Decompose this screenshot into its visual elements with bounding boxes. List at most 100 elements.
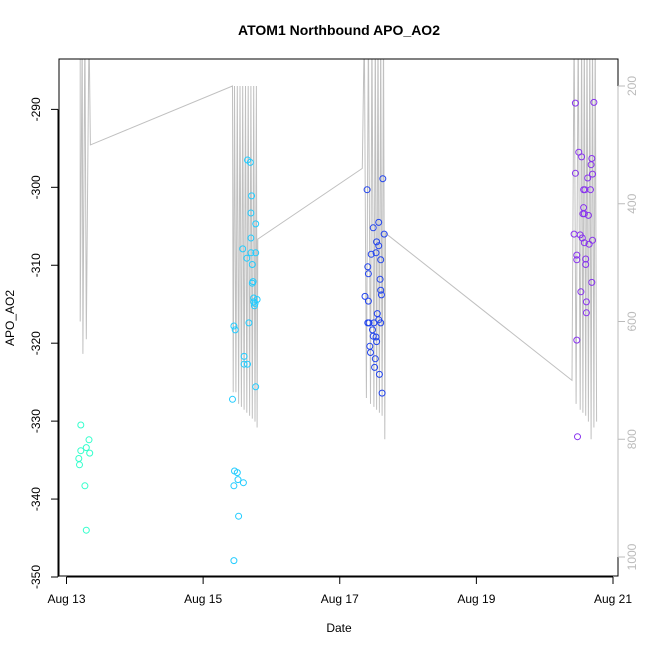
axes-layer: Aug 13 Aug 15 Aug 17 Aug 19 Aug 21 -290 -300 -3… xyxy=(29,76,639,606)
data-point xyxy=(230,322,238,330)
data-point xyxy=(247,209,255,217)
data-point xyxy=(578,153,586,161)
data-point xyxy=(248,192,256,200)
data-point xyxy=(584,174,592,182)
data-point xyxy=(367,349,374,356)
data-point xyxy=(580,210,588,218)
data-point xyxy=(582,261,590,268)
data-point xyxy=(588,155,596,162)
data-point xyxy=(230,557,238,565)
data-point xyxy=(582,309,590,317)
data-point xyxy=(588,278,596,286)
data-points-layer xyxy=(75,98,598,565)
data-point xyxy=(235,512,243,520)
data-point xyxy=(380,230,388,238)
data-point xyxy=(580,239,588,247)
data-point xyxy=(229,395,236,403)
data-point xyxy=(245,319,253,327)
y-tick-label: -310 xyxy=(29,253,43,277)
data-point xyxy=(372,249,380,257)
data-point xyxy=(243,254,251,262)
data-point xyxy=(375,242,383,250)
depth-trace-layer xyxy=(79,59,598,440)
right-tick-label: 1000 xyxy=(625,543,639,570)
y-axis-label: APO_AO2 xyxy=(3,290,17,346)
y-tick-label: -290 xyxy=(29,97,43,121)
data-point xyxy=(369,332,377,340)
data-point xyxy=(248,261,256,268)
data-point xyxy=(234,476,242,484)
y-tick-label: -300 xyxy=(29,175,43,199)
data-point xyxy=(378,389,386,397)
data-point xyxy=(379,175,387,183)
right-tick-label: 600 xyxy=(625,311,639,331)
right-tick-label: 400 xyxy=(625,193,639,213)
data-point xyxy=(373,238,381,246)
data-point xyxy=(367,250,375,258)
data-point xyxy=(590,98,598,106)
data-point xyxy=(577,288,585,296)
data-point xyxy=(578,234,586,242)
data-point xyxy=(240,360,248,368)
data-point xyxy=(571,99,579,107)
x-axis-label: Date xyxy=(326,621,352,635)
y-tick-label: -320 xyxy=(29,331,43,355)
data-point xyxy=(571,169,579,177)
data-point xyxy=(587,186,594,194)
data-point xyxy=(369,224,377,232)
data-point xyxy=(584,211,592,219)
right-tick-label: 200 xyxy=(625,76,639,96)
data-point xyxy=(375,218,383,226)
x-tick-label: Aug 13 xyxy=(47,592,85,606)
x-tick-label: Aug 17 xyxy=(321,592,359,606)
plot-frame xyxy=(58,58,619,577)
data-point xyxy=(377,256,385,264)
x-tick-label: Aug 19 xyxy=(457,592,495,606)
y-tick-label: -350 xyxy=(29,565,43,589)
data-point xyxy=(247,234,255,242)
data-point xyxy=(233,469,241,477)
data-point xyxy=(77,447,85,455)
data-point xyxy=(573,251,581,259)
y-tick-label: -330 xyxy=(29,409,43,433)
data-point xyxy=(377,286,385,294)
data-point xyxy=(573,256,581,264)
data-point xyxy=(364,263,372,271)
data-point xyxy=(570,230,578,238)
right-tick-label: 800 xyxy=(625,429,639,449)
data-point xyxy=(231,326,239,334)
data-point xyxy=(363,186,371,194)
data-point xyxy=(377,319,385,327)
data-point xyxy=(589,236,596,244)
data-point xyxy=(377,291,385,299)
data-point xyxy=(240,352,248,360)
data-point xyxy=(82,526,90,534)
data-point xyxy=(249,278,257,286)
data-point xyxy=(372,333,380,341)
data-point xyxy=(585,240,593,248)
data-point xyxy=(85,436,93,444)
data-point xyxy=(364,297,372,305)
data-point xyxy=(370,319,378,327)
data-point xyxy=(82,444,90,452)
data-point xyxy=(371,355,379,363)
data-point xyxy=(86,449,94,457)
data-point xyxy=(239,479,247,487)
x-tick-label: Aug 15 xyxy=(184,592,222,606)
depth-trace-line xyxy=(79,59,598,440)
data-point xyxy=(361,292,369,300)
data-point xyxy=(364,270,372,278)
data-point xyxy=(252,249,260,257)
chart-title: ATOM1 Northbound APO_AO2 xyxy=(238,22,440,38)
data-point xyxy=(246,158,254,166)
data-point xyxy=(252,383,260,391)
data-point xyxy=(573,336,581,344)
data-point xyxy=(582,298,590,306)
data-point xyxy=(244,360,251,368)
data-point xyxy=(371,363,379,371)
data-point xyxy=(250,302,258,310)
data-point xyxy=(252,220,260,228)
data-point xyxy=(574,433,581,441)
data-point xyxy=(253,296,261,303)
